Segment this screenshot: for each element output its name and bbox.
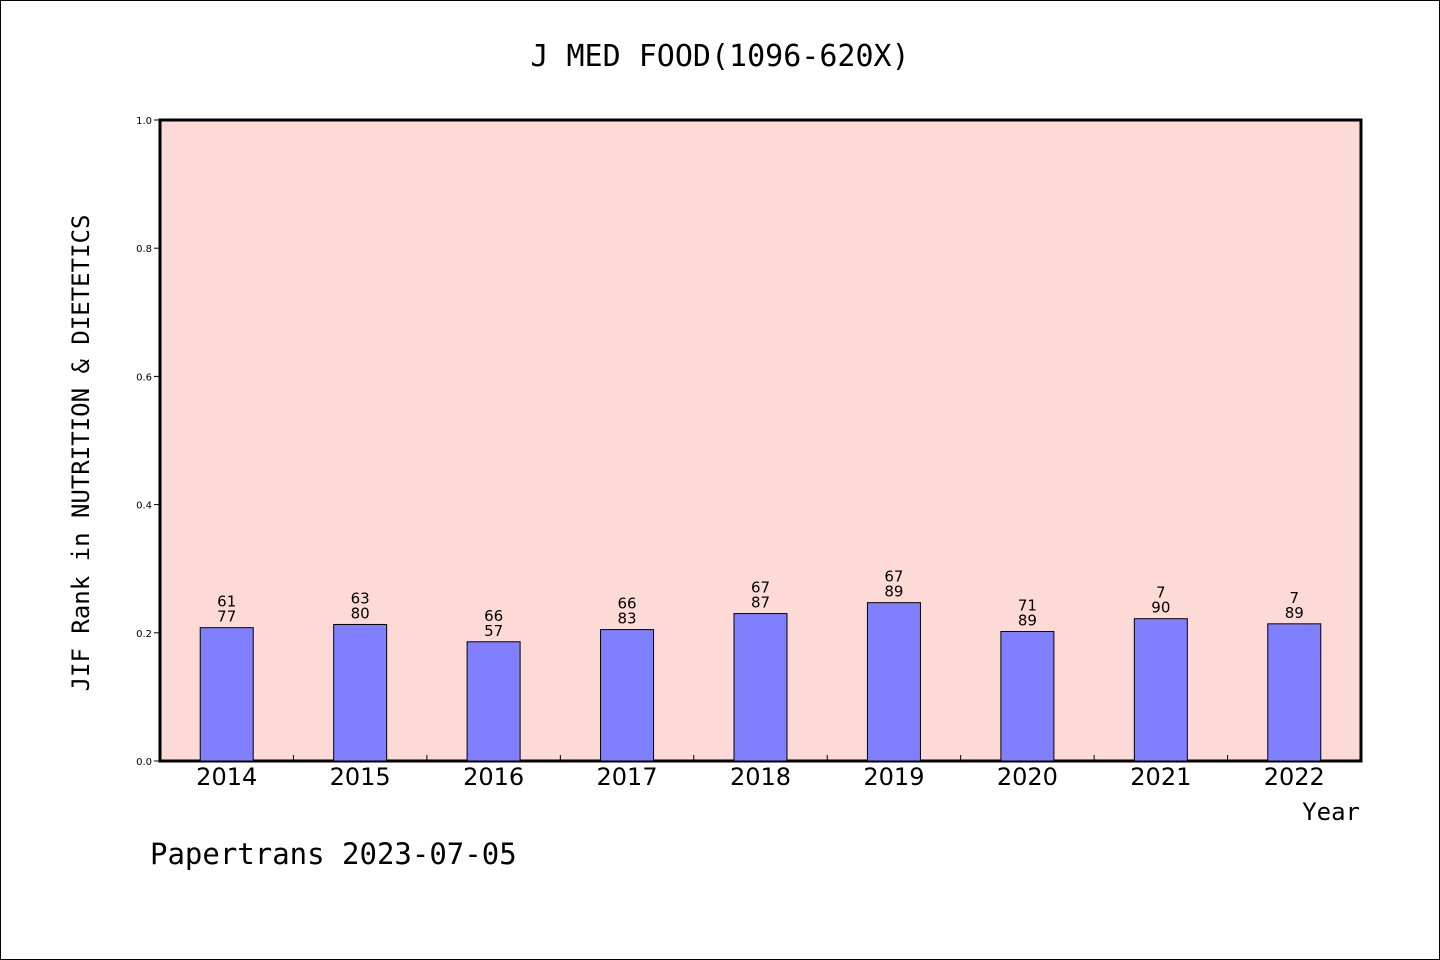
y-tick-label: 0.4 — [136, 501, 152, 512]
bar — [466, 641, 521, 762]
x-tick-label: 2014 — [196, 763, 257, 791]
bar — [199, 627, 254, 762]
bar — [1267, 623, 1322, 762]
chart-title: J MED FOOD(1096-620X) — [530, 39, 909, 74]
bar-label-total: 80 — [351, 604, 370, 622]
y-axis: 0.0 0.2 0.4 0.6 0.8 1.0 — [136, 116, 160, 768]
bar — [333, 623, 388, 762]
bar-label-rank: 66 — [484, 607, 503, 625]
bar-label-rank: 61 — [217, 593, 236, 611]
bar-label-rank: 67 — [751, 579, 770, 597]
x-tick-label: 2020 — [997, 763, 1058, 791]
bar-label-total: 83 — [618, 610, 637, 628]
y-axis-label: JIF Rank in NUTRITION & DIETETICS — [67, 215, 95, 692]
bar — [1000, 631, 1055, 762]
x-axis: 2014 2015 2016 2017 2018 2019 2020 2021 2022 — [196, 755, 1325, 791]
x-axis-label: Year — [1302, 798, 1360, 826]
bar — [600, 629, 655, 762]
bar — [1133, 618, 1188, 762]
y-tick-label: 0.8 — [136, 244, 152, 255]
bar-label-rank: 7 — [1156, 584, 1166, 602]
x-tick-label: 2019 — [863, 763, 924, 791]
x-tick-label: 2017 — [597, 763, 658, 791]
x-tick-label: 2021 — [1130, 763, 1191, 791]
bar-label-total: 89 — [884, 583, 903, 601]
bar-label-total: 87 — [751, 594, 770, 612]
bar-label-total: 89 — [1018, 612, 1037, 630]
x-tick-label: 2016 — [463, 763, 524, 791]
bar-label-rank: 66 — [618, 595, 637, 613]
bar-label-rank: 71 — [1018, 597, 1037, 615]
bar-label-rank: 67 — [884, 568, 903, 586]
bar-label-total: 57 — [484, 622, 503, 640]
bar — [866, 602, 921, 762]
x-tick-label: 2018 — [730, 763, 791, 791]
bar-label-total: 89 — [1285, 604, 1304, 622]
x-tick-label: 2015 — [330, 763, 391, 791]
y-tick-label: 0.2 — [136, 629, 152, 640]
y-tick-label: 1.0 — [136, 116, 152, 127]
y-tick-label: 0.6 — [136, 372, 152, 383]
footer-text: Papertrans 2023-07-05 — [150, 837, 517, 871]
bar — [733, 613, 788, 762]
bar-label-rank: 7 — [1290, 589, 1300, 607]
bar-label-total: 77 — [217, 608, 236, 626]
x-tick-label: 2022 — [1264, 763, 1325, 791]
bar-label-total: 90 — [1151, 599, 1170, 617]
y-tick-label: 0.0 — [136, 757, 152, 768]
bars — [199, 602, 1322, 762]
bar-label-rank: 63 — [351, 589, 370, 607]
